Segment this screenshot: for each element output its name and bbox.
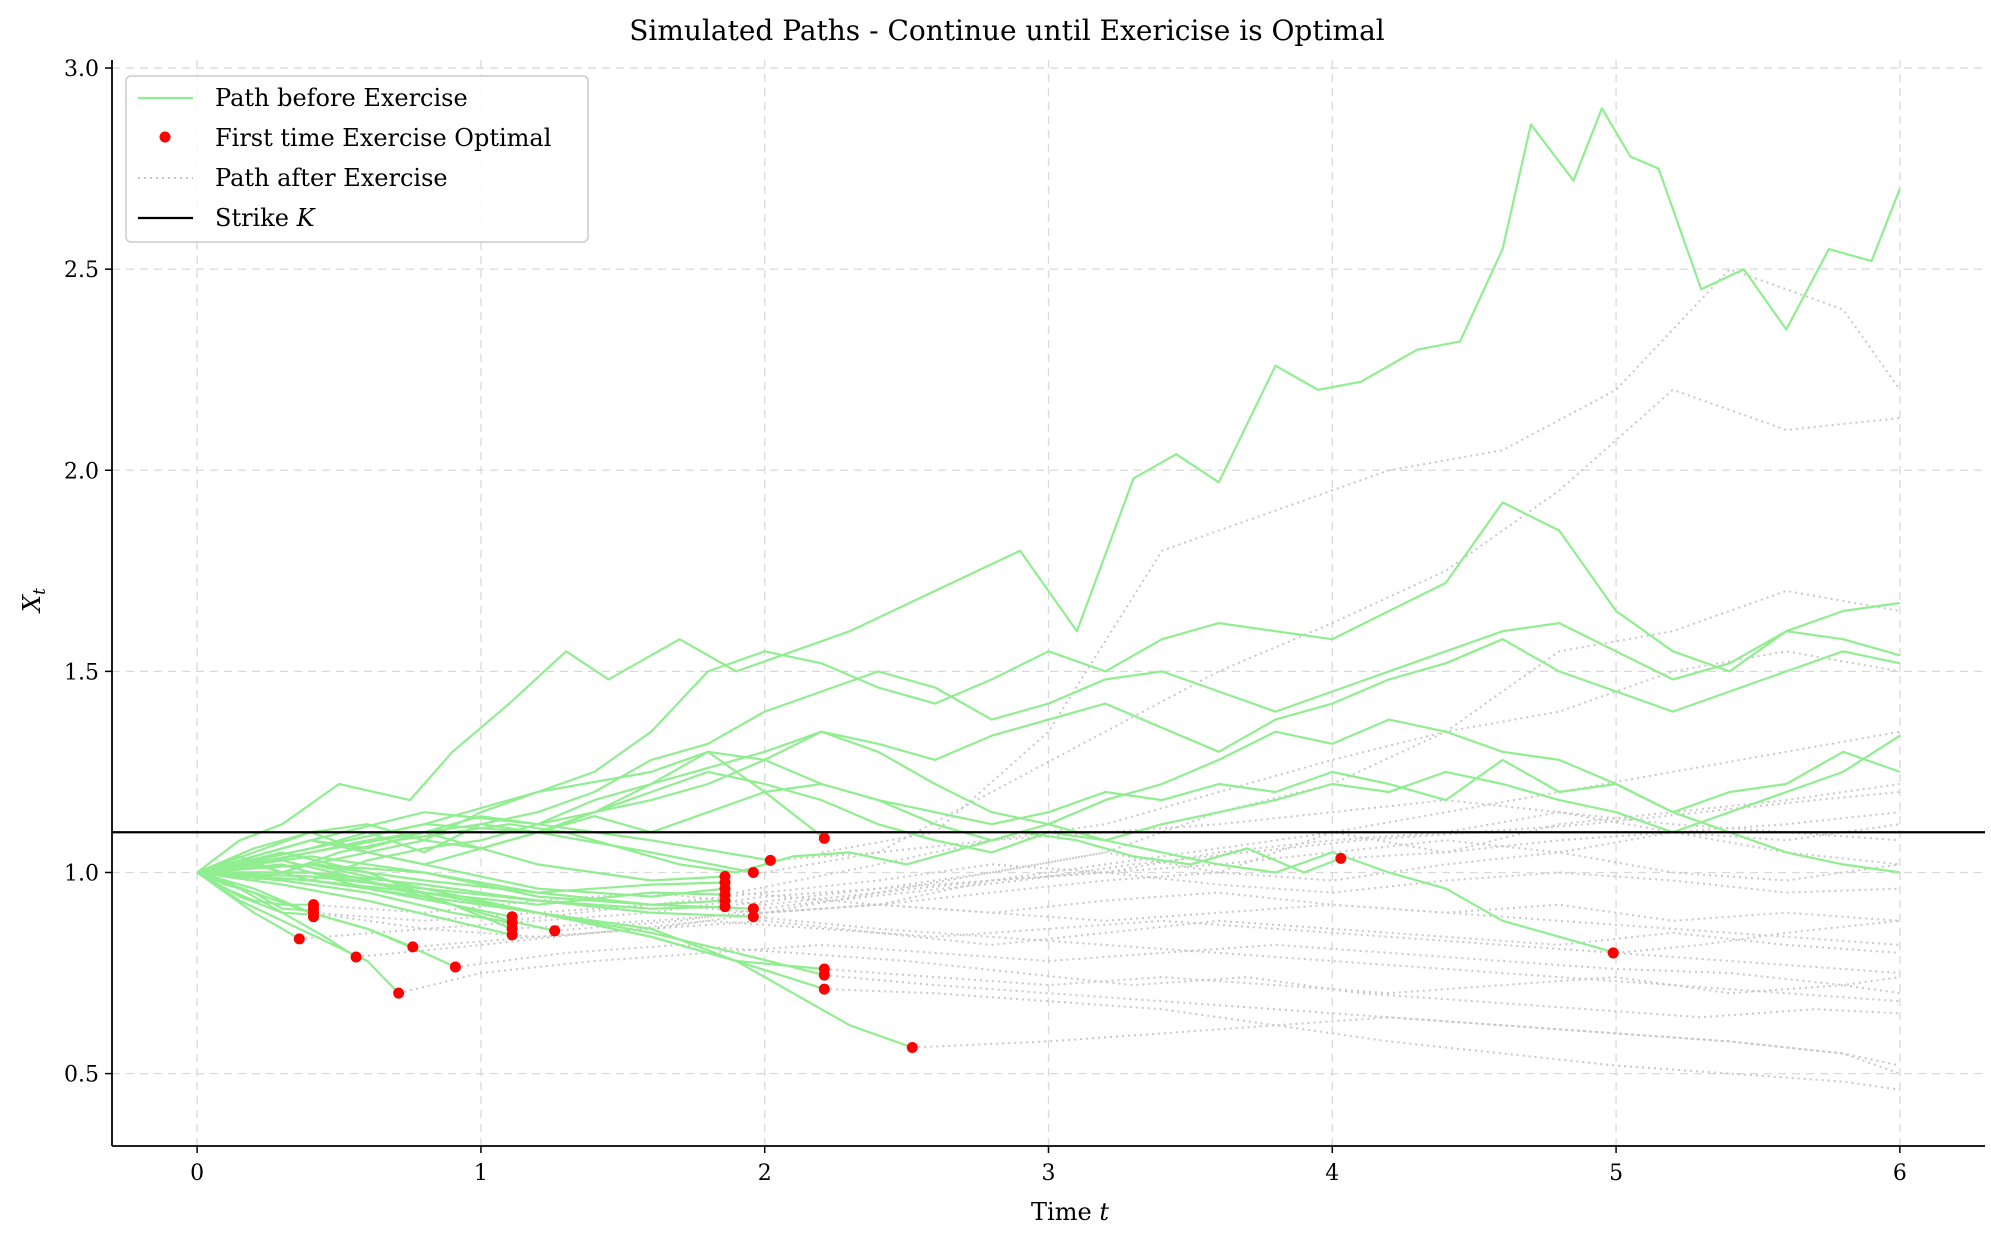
exercise-marker-24 <box>818 832 830 844</box>
legend-label-marker: First time Exercise Optimal <box>215 124 551 152</box>
exercise-marker-20 <box>747 866 759 878</box>
after-path-58 <box>770 799 1900 862</box>
before-path-16 <box>196 871 456 969</box>
exercise-marker-21 <box>747 903 759 915</box>
exercise-marker-29 <box>1335 852 1347 864</box>
before-exercise-paths <box>196 107 1901 1049</box>
before-path-31 <box>196 811 771 874</box>
after-path-37 <box>821 268 1901 854</box>
legend-label-strike: Strike K <box>215 204 317 232</box>
exercise-markers <box>293 832 1619 1053</box>
exercise-marker-13 <box>549 925 561 937</box>
after-path-53 <box>824 968 1901 995</box>
x-tick-label-1: 1 <box>474 1161 488 1186</box>
legend: Path before Exercise First time Exercise… <box>125 75 589 243</box>
before-path-26 <box>196 855 726 906</box>
exercise-marker-5 <box>350 951 362 963</box>
y-axis-label: Xt <box>18 588 50 614</box>
x-axis-label-variable: t <box>1099 1198 1109 1226</box>
after-path-54 <box>824 974 1901 1067</box>
before-path-13 <box>196 871 357 958</box>
before-path-20 <box>196 871 513 936</box>
before-path-18 <box>196 871 513 924</box>
exercise-marker-6 <box>393 987 405 999</box>
legend-label-before: Path before Exercise <box>215 84 468 112</box>
exercise-marker-22 <box>747 911 759 923</box>
exercise-marker-28 <box>906 1041 918 1053</box>
before-path-27 <box>197 871 726 910</box>
x-tick-label-6: 6 <box>1893 1161 1907 1186</box>
y-axis-label-variable: X <box>18 594 46 614</box>
exercise-marker-27 <box>818 983 830 995</box>
exercise-marker-12 <box>506 929 518 941</box>
legend-frame <box>125 75 589 243</box>
after-path-38 <box>764 388 1901 874</box>
after-path-59 <box>1340 831 1901 866</box>
legend-label-strike-text: Strike <box>215 204 289 232</box>
legend-label-strike-variable: K <box>296 204 317 232</box>
exercise-marker-23 <box>764 854 776 866</box>
after-path-47 <box>310 911 1900 954</box>
x-axis-label-text: Time <box>1031 1198 1092 1226</box>
legend-swatch-marker <box>159 131 171 143</box>
before-path-14 <box>196 871 400 994</box>
exercise-marker-8 <box>449 961 461 973</box>
x-tick-label-2: 2 <box>758 1161 772 1186</box>
before-path-0 <box>196 107 1901 874</box>
y-tick-label-1: 1.0 <box>64 861 99 886</box>
x-axis-label: Time t <box>1031 1198 1109 1226</box>
exercise-marker-26 <box>818 969 830 981</box>
x-tick-label-0: 0 <box>190 1161 204 1186</box>
before-path-24 <box>196 839 726 898</box>
after-path-55 <box>824 988 1901 1091</box>
exercise-marker-7 <box>407 941 419 953</box>
y-tick-label-5: 3.0 <box>64 57 99 82</box>
after-path-44 <box>509 851 1901 930</box>
y-axis-label-subscript: t <box>30 588 50 595</box>
after-path-60 <box>1616 919 1901 954</box>
after-path-49 <box>455 943 1900 1019</box>
y-tick-label-2: 1.5 <box>64 660 99 685</box>
exercise-marker-30 <box>1607 947 1619 959</box>
before-path-1 <box>196 501 1901 874</box>
before-path-7 <box>196 730 1617 954</box>
y-tick-label-4: 2.5 <box>64 258 99 283</box>
before-path-32 <box>196 750 825 874</box>
tick-marks: 0 1 2 3 4 5 6 0.5 1.0 1.5 2.0 2.5 3.0 <box>64 57 1907 1186</box>
before-path-22 <box>196 831 726 882</box>
before-path-36 <box>197 871 913 1049</box>
after-path-45 <box>310 871 1900 914</box>
x-tick-label-4: 4 <box>1325 1161 1339 1186</box>
x-tick-label-5: 5 <box>1609 1161 1623 1186</box>
after-path-50 <box>356 919 1900 974</box>
y-tick-label-3: 2.0 <box>64 459 99 484</box>
exercise-marker-19 <box>719 901 731 913</box>
x-tick-label-3: 3 <box>1042 1161 1056 1186</box>
exercise-marker-0 <box>293 933 305 945</box>
before-path-8 <box>196 823 1342 874</box>
before-path-3 <box>196 638 1901 874</box>
after-path-43 <box>509 811 1901 922</box>
after-exercise-paths <box>299 268 1901 1091</box>
exercise-marker-4 <box>307 911 319 923</box>
legend-label-after: Path after Exercise <box>215 164 448 192</box>
y-tick-label-0: 0.5 <box>64 1063 99 1088</box>
after-path-56 <box>912 1016 1901 1075</box>
after-path-51 <box>412 903 1900 948</box>
after-path-57 <box>554 791 1900 932</box>
after-path-46 <box>310 891 1900 922</box>
chart-title: Simulated Paths - Continue until Exerici… <box>629 14 1385 47</box>
